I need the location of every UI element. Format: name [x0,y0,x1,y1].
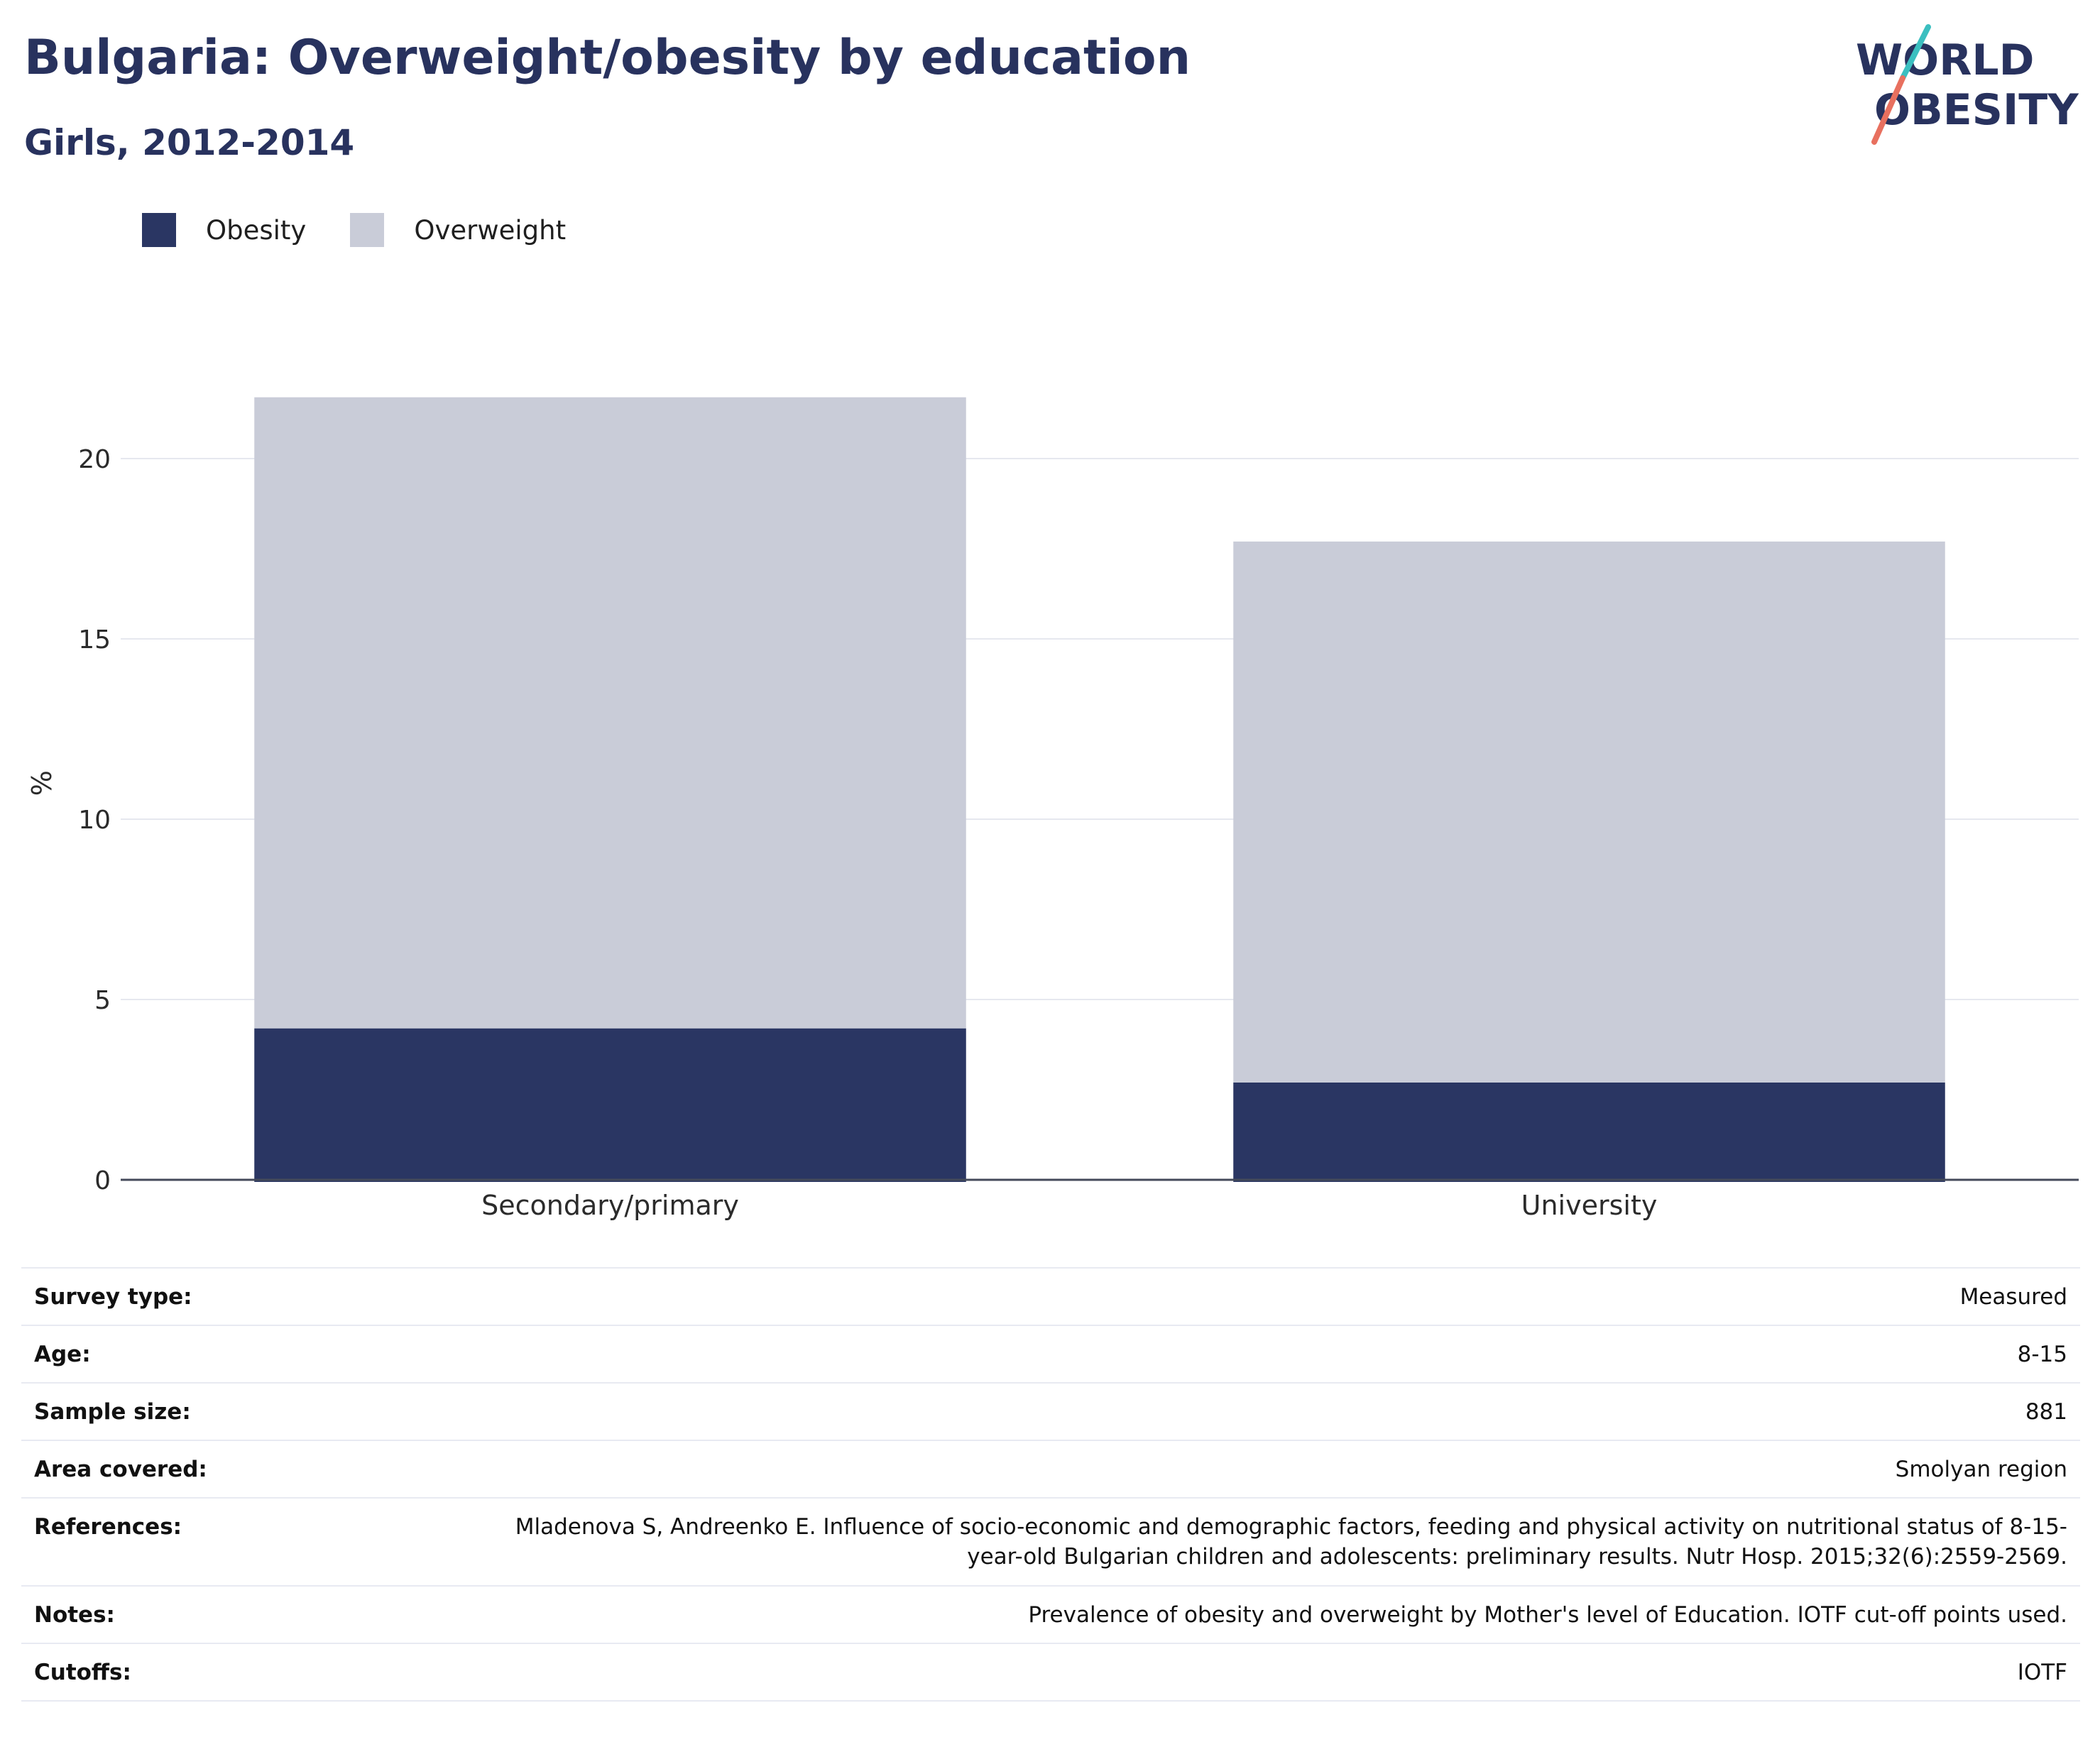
meta-label: Survey type: [34,1283,192,1310]
meta-label: Age: [34,1341,91,1367]
meta-value: IOTF [2017,1659,2067,1685]
meta-row-survey-type: Survey type: Measured [21,1269,2080,1326]
meta-row-sample-size: Sample size: 881 [21,1384,2080,1441]
meta-row-notes: Notes: Prevalence of obesity and overwei… [21,1587,2080,1644]
x-tick-label: University [1521,1190,1658,1221]
bar-overweight-1 [254,397,966,1029]
meta-value: Smolyan region [1895,1456,2067,1482]
chart-title: Bulgaria: Overweight/obesity by educatio… [24,30,1191,86]
logo-slash-bottom [1871,75,1905,145]
meta-row-area-covered: Area covered: Smolyan region [21,1441,2080,1499]
legend-swatch-overweight [350,213,385,247]
y-tick-label: 5 [94,986,111,1015]
y-tick-label: 0 [94,1166,111,1195]
bar-obesity-1 [254,1028,966,1182]
bar-obesity-2 [1233,1082,1945,1182]
meta-value: Mladenova S, Andreenko E. Influence of s… [515,1514,2067,1570]
survey-metadata-table: Survey type: Measured Age: 8-15 Sample s… [21,1267,2080,1702]
logo-text-obesity: OBESITY [1874,85,2079,135]
y-axis-title: % [26,770,58,796]
x-tick-label: Secondary/primary [481,1190,739,1221]
logo-slash-top [1900,24,1931,81]
chart-legend: Obesity Overweight [142,213,610,247]
chart-subtitle: Girls, 2012-2014 [24,122,355,163]
stacked-bar-chart: 0 5 10 15 20% Secondary/primary University [26,397,2079,1221]
y-tick-label: 15 [78,625,111,655]
y-tick-label: 20 [78,445,111,474]
meta-row-references: References: Mladenova S, Andreenko E. In… [21,1499,2080,1587]
world-obesity-logo: WORLD OBESITY [1856,24,2079,145]
legend-swatch-obesity [142,213,176,247]
meta-row-cutoffs: Cutoffs: IOTF [21,1644,2080,1702]
logo-text-world: WORLD [1856,35,2034,85]
meta-value: Measured [1959,1283,2067,1310]
meta-label: References: [34,1514,182,1540]
meta-value: Prevalence of obesity and overweight by … [1028,1601,2067,1628]
meta-value: 881 [2025,1398,2067,1425]
meta-label: Sample size: [34,1398,191,1425]
legend-item-obesity[interactable]: Obesity [142,213,306,247]
meta-label: Notes: [34,1601,115,1628]
meta-row-age: Age: 8-15 [21,1326,2080,1384]
bar-overweight-2 [1233,541,1945,1083]
legend-label-obesity: Obesity [206,214,307,246]
legend-label-overweight: Overweight [414,214,567,246]
meta-label: Area covered: [34,1456,207,1482]
legend-item-overweight[interactable]: Overweight [350,213,566,247]
meta-value: 8-15 [2017,1341,2067,1367]
y-tick-label: 10 [78,806,111,835]
meta-label: Cutoffs: [34,1659,131,1685]
